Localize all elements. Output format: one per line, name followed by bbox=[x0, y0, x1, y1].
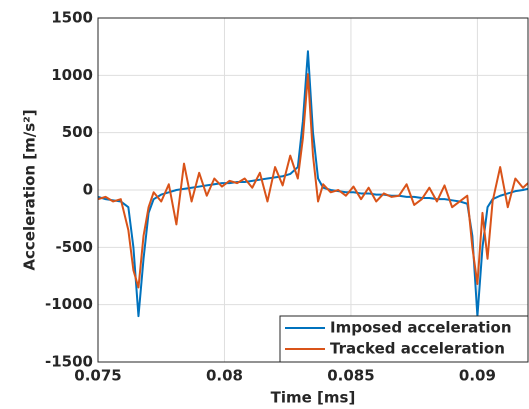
x-axis-label: Time [ms] bbox=[271, 389, 356, 407]
y-tick-label: -500 bbox=[55, 238, 93, 256]
legend-box bbox=[279, 315, 529, 363]
y-tick-label: 1500 bbox=[51, 9, 93, 27]
x-tick-label: 0.075 bbox=[74, 367, 121, 385]
x-tick-label: 0.08 bbox=[206, 367, 243, 385]
x-tick-label: 0.09 bbox=[459, 367, 496, 385]
legend-label: Imposed acceleration bbox=[330, 319, 512, 337]
y-tick-label: 1000 bbox=[51, 66, 93, 84]
y-tick-label: -1500 bbox=[45, 353, 93, 371]
y-tick-label: 500 bbox=[62, 123, 93, 141]
line bbox=[98, 73, 528, 289]
y-axis-label: Acceleration [m/s²] bbox=[21, 109, 39, 270]
series-group bbox=[98, 50, 528, 318]
x-tick-label: 0.085 bbox=[327, 367, 374, 385]
y-tick-label: 0 bbox=[83, 181, 93, 199]
legend-label: Tracked acceleration bbox=[330, 340, 505, 358]
y-tick-label: -1000 bbox=[45, 295, 93, 313]
